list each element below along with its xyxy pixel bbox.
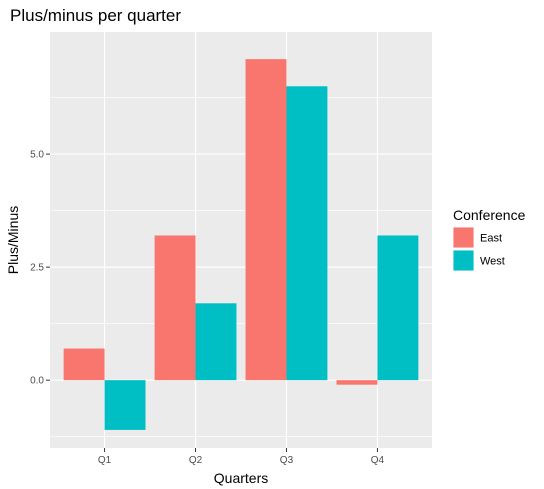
- bar-east-q1: [63, 348, 105, 381]
- legend-swatch-east: [453, 227, 474, 248]
- x-tick-label: Q2: [189, 455, 203, 466]
- bar-east-q2: [154, 235, 196, 381]
- y-tick-label: 2.5: [30, 263, 44, 274]
- x-tick-label: Q4: [371, 455, 385, 466]
- chart-title: Plus/minus per quarter: [10, 6, 181, 25]
- legend: Conference East West: [453, 207, 526, 271]
- bar-west-q4: [377, 235, 419, 381]
- bars: [63, 59, 419, 430]
- bar-west-q3: [286, 86, 328, 381]
- y-tick-label: 0.0: [30, 376, 44, 387]
- bar-east-q3: [245, 59, 287, 381]
- x-axis-ticks: Q1 Q2 Q3 Q4: [98, 448, 385, 466]
- x-tick-label: Q3: [280, 455, 294, 466]
- x-tick-label: Q1: [98, 455, 112, 466]
- legend-title: Conference: [453, 207, 526, 223]
- legend-label-east: East: [480, 233, 502, 245]
- bar-west-q1: [104, 380, 146, 430]
- legend-label-west: West: [480, 256, 505, 268]
- y-axis-title: Plus/Minus: [5, 206, 21, 274]
- legend-swatch-west: [453, 250, 474, 271]
- bar-west-q2: [195, 303, 237, 381]
- plot-panel: [50, 32, 432, 448]
- y-axis-ticks: 0.0 2.5 5.0: [30, 150, 50, 387]
- bar-east-q4: [336, 380, 378, 385]
- x-axis-title: Quarters: [214, 470, 268, 486]
- y-tick-label: 5.0: [30, 150, 44, 161]
